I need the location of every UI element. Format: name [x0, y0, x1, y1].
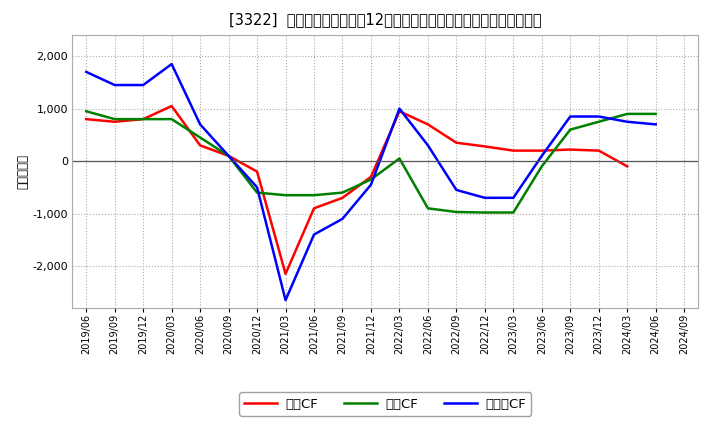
フリーCF — [282, 297, 290, 303]
営業CF — [82, 117, 91, 122]
投資CF — [253, 190, 261, 195]
営業CF — [196, 143, 204, 148]
営業CF — [310, 205, 318, 211]
営業CF — [623, 164, 631, 169]
投資CF — [480, 210, 489, 215]
投資CF — [652, 111, 660, 117]
フリーCF — [338, 216, 347, 221]
フリーCF — [225, 153, 233, 158]
営業CF — [110, 119, 119, 125]
投資CF — [338, 190, 347, 195]
フリーCF — [509, 195, 518, 201]
投資CF — [167, 117, 176, 122]
投資CF — [366, 177, 375, 182]
営業CF — [253, 169, 261, 174]
投資CF — [310, 193, 318, 198]
営業CF — [537, 148, 546, 153]
営業CF — [566, 147, 575, 152]
Line: フリーCF: フリーCF — [86, 64, 656, 300]
フリーCF — [480, 195, 489, 201]
営業CF — [423, 122, 432, 127]
フリーCF — [110, 82, 119, 88]
営業CF — [338, 195, 347, 201]
フリーCF — [566, 114, 575, 119]
フリーCF — [452, 187, 461, 193]
Title: [3322]  キャッシュフローの12か月移動合計の対前年同期増減額の推移: [3322] キャッシュフローの12か月移動合計の対前年同期増減額の推移 — [229, 12, 541, 27]
フリーCF — [423, 143, 432, 148]
投資CF — [452, 209, 461, 215]
フリーCF — [537, 153, 546, 158]
投資CF — [423, 205, 432, 211]
フリーCF — [652, 122, 660, 127]
投資CF — [82, 109, 91, 114]
営業CF — [167, 103, 176, 109]
営業CF — [225, 153, 233, 158]
営業CF — [282, 271, 290, 277]
フリーCF — [139, 82, 148, 88]
フリーCF — [253, 185, 261, 190]
投資CF — [509, 210, 518, 215]
投資CF — [623, 111, 631, 117]
投資CF — [595, 119, 603, 125]
投資CF — [225, 153, 233, 158]
フリーCF — [310, 232, 318, 237]
Legend: 営業CF, 投資CF, フリーCF: 営業CF, 投資CF, フリーCF — [239, 392, 531, 416]
営業CF — [139, 117, 148, 122]
投資CF — [537, 164, 546, 169]
フリーCF — [167, 62, 176, 67]
Y-axis label: （百万円）: （百万円） — [17, 154, 30, 189]
Line: 投資CF: 投資CF — [86, 111, 656, 213]
フリーCF — [366, 182, 375, 187]
Line: 営業CF: 営業CF — [86, 106, 627, 274]
フリーCF — [595, 114, 603, 119]
フリーCF — [196, 122, 204, 127]
営業CF — [480, 144, 489, 149]
営業CF — [452, 140, 461, 145]
フリーCF — [395, 106, 404, 111]
投資CF — [110, 117, 119, 122]
営業CF — [595, 148, 603, 153]
投資CF — [196, 135, 204, 140]
営業CF — [509, 148, 518, 153]
フリーCF — [623, 119, 631, 125]
投資CF — [395, 156, 404, 161]
営業CF — [366, 174, 375, 180]
営業CF — [395, 109, 404, 114]
投資CF — [139, 117, 148, 122]
投資CF — [282, 193, 290, 198]
フリーCF — [82, 69, 91, 74]
投資CF — [566, 127, 575, 132]
